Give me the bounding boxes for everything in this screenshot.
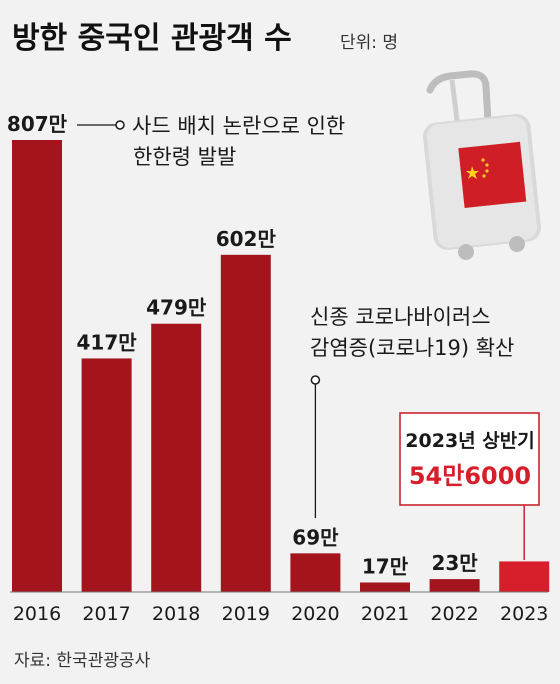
x-tick-2019: 2019 bbox=[222, 603, 270, 625]
x-tick-2018: 2018 bbox=[152, 603, 200, 625]
annotation-dot-2016 bbox=[115, 120, 125, 130]
annotation-text-2016: 사드 배치 논란으로 인한 bbox=[132, 114, 345, 138]
x-tick-2021: 2021 bbox=[361, 603, 409, 625]
bar-2022 bbox=[429, 579, 480, 592]
highlight-value: 54만6000 bbox=[409, 462, 531, 490]
x-tick-2020: 2020 bbox=[291, 603, 339, 625]
bars-group: 807만 2016 417만 2017 479만 2018 602만 2019 69만 2020 1… bbox=[7, 112, 550, 625]
highlight-label: 2023년 상반기 bbox=[405, 430, 534, 452]
unit-label: 단위: 명 bbox=[340, 33, 398, 53]
annotation-text-2020: 감염증(코로나19) 확산 bbox=[310, 336, 514, 360]
value-label-2017: 417만 bbox=[77, 330, 138, 354]
suitcase-icon bbox=[422, 70, 542, 260]
x-tick-2016: 2016 bbox=[13, 603, 61, 625]
bar-2018 bbox=[151, 323, 202, 592]
value-label-2018: 479만 bbox=[146, 296, 207, 320]
annotation-text-2020: 신종 코로나바이러스 bbox=[310, 305, 491, 329]
highlight-box: 2023년 상반기 54만6000 bbox=[399, 412, 540, 506]
x-tick-2023: 2023 bbox=[500, 603, 548, 625]
bar-2017 bbox=[81, 358, 132, 592]
annotation-text-2016: 한한령 발발 bbox=[133, 145, 236, 169]
annotation-dot-2020 bbox=[310, 375, 321, 385]
bar-2023 bbox=[499, 561, 550, 592]
value-label-2016: 807만 bbox=[7, 112, 68, 136]
bar-2019 bbox=[220, 254, 271, 593]
value-label-2019: 602만 bbox=[216, 227, 277, 251]
bar-2021 bbox=[360, 582, 410, 592]
chart-title: 방한 중국인 관광객 수 bbox=[12, 21, 292, 56]
bar-2016 bbox=[12, 140, 62, 592]
bar-2020 bbox=[290, 553, 341, 592]
x-tick-2022: 2022 bbox=[430, 603, 478, 625]
x-tick-2017: 2017 bbox=[82, 603, 130, 625]
value-label-2021: 17만 bbox=[362, 554, 409, 578]
value-label-2022: 23만 bbox=[431, 551, 478, 575]
source-label: 자료: 한국관광공사 bbox=[14, 651, 151, 671]
value-label-2020: 69만 bbox=[292, 525, 339, 549]
